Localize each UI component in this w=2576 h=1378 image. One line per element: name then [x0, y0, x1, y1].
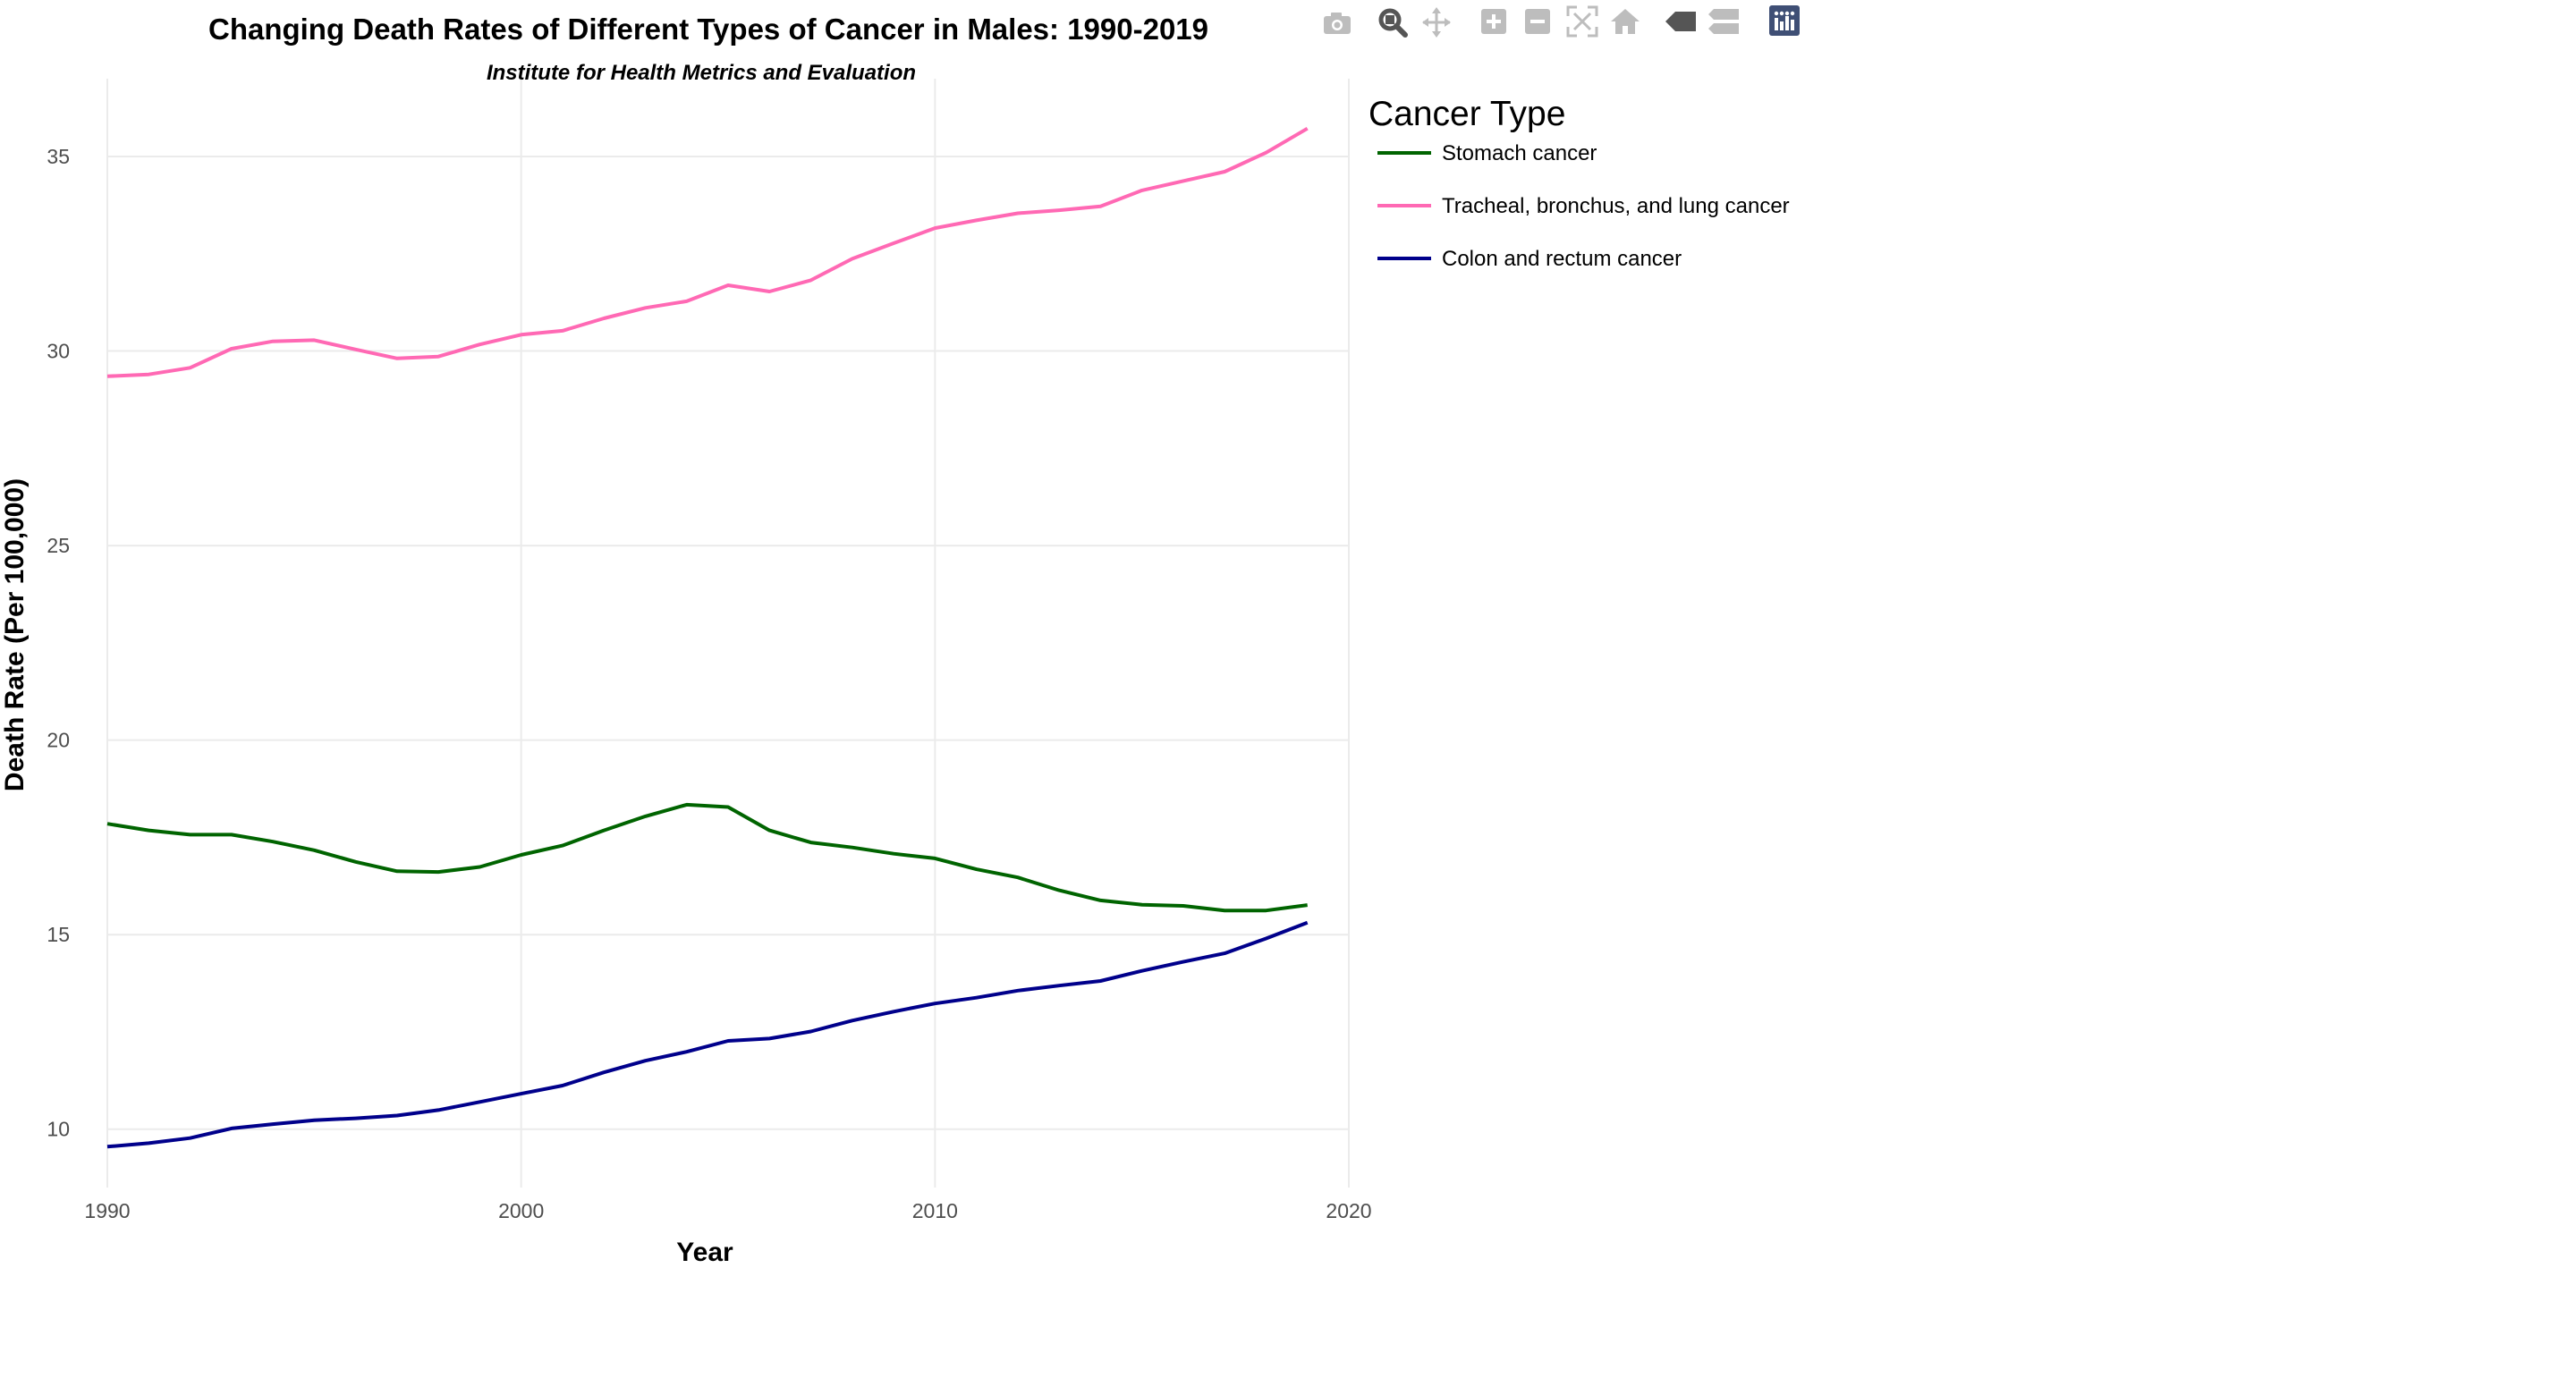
- legend[interactable]: Cancer Type Stomach cancer Tracheal, bron…: [1368, 95, 1790, 271]
- legend-item[interactable]: Colon and rectum cancer: [1377, 247, 1682, 271]
- series-line-2[interactable]: [106, 920, 1309, 1149]
- legend-items[interactable]: Stomach cancer Tracheal, bronchus, and lu…: [1377, 141, 1790, 271]
- legend-item[interactable]: Stomach cancer: [1377, 141, 1597, 165]
- series-line-0[interactable]: [106, 802, 1308, 913]
- zoom-in-icon[interactable]: [1481, 9, 1506, 34]
- y-tick-label: 35: [47, 145, 70, 168]
- y-tick-label: 25: [47, 534, 70, 557]
- plotly-logo-icon[interactable]: [1769, 5, 1800, 36]
- modebar[interactable]: [1322, 5, 1800, 38]
- y-tick-label: 20: [47, 729, 70, 752]
- zoom-icon[interactable]: [1378, 8, 1408, 38]
- legend-label: Stomach cancer: [1442, 141, 1597, 165]
- spike-lines-icon[interactable]: [1665, 12, 1696, 31]
- x-tick-label: 2010: [912, 1199, 958, 1222]
- x-axis-label: Year: [676, 1238, 733, 1267]
- y-axis-label: Death Rate (Per 100,000): [0, 478, 30, 791]
- zoom-out-icon[interactable]: [1525, 9, 1550, 34]
- compare-hover-icon[interactable]: [1708, 9, 1739, 34]
- y-tick-label: 30: [47, 340, 70, 363]
- series-layer: [106, 126, 1309, 1149]
- y-tick-label: 10: [47, 1118, 70, 1141]
- reset-axes-icon[interactable]: [1611, 9, 1640, 34]
- chart-subtitle: Institute for Health Metrics and Evaluat…: [487, 61, 916, 85]
- x-tick-label: 1990: [84, 1199, 130, 1222]
- pan-icon[interactable]: [1422, 7, 1451, 38]
- tick-layer: 1990 2000 2010 2020 10 15 20 25 30 35: [47, 145, 1371, 1222]
- legend-label: Tracheal, bronchus, and lung cancer: [1442, 194, 1790, 218]
- legend-title: Cancer Type: [1368, 95, 1565, 133]
- x-tick-label: 2000: [498, 1199, 544, 1222]
- autoscale-icon[interactable]: [1566, 5, 1598, 38]
- x-tick-label: 2020: [1326, 1199, 1371, 1222]
- y-tick-label: 15: [47, 923, 70, 946]
- legend-label: Colon and rectum cancer: [1442, 247, 1682, 271]
- legend-item[interactable]: Tracheal, bronchus, and lung cancer: [1377, 194, 1790, 218]
- series-line-1[interactable]: [106, 126, 1309, 378]
- camera-icon[interactable]: [1322, 9, 1354, 36]
- grid-layer: [106, 79, 1350, 1188]
- chart-title: Changing Death Rates of Different Types …: [208, 13, 1208, 46]
